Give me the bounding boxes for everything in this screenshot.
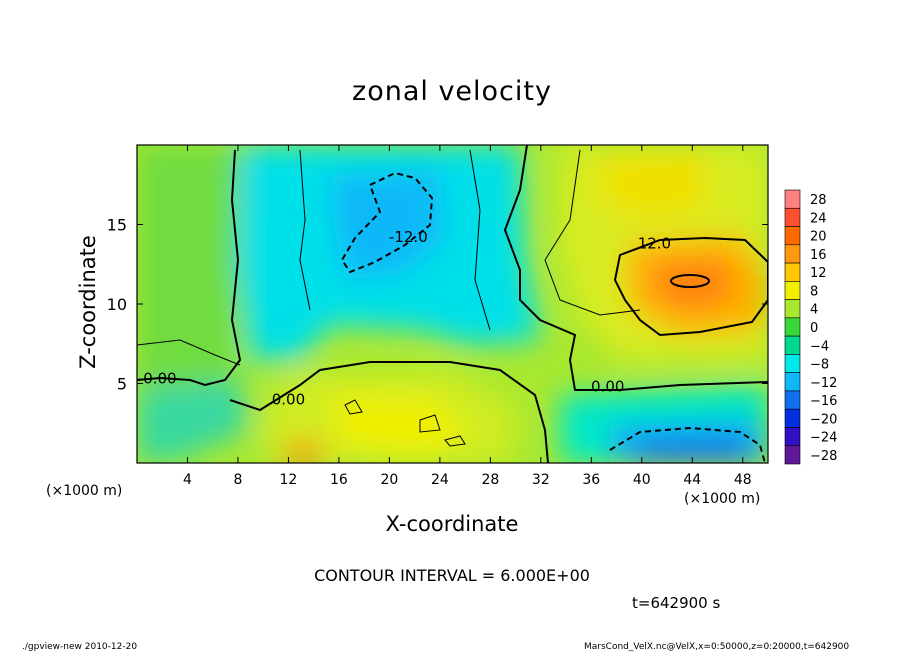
colorbar-swatch — [784, 408, 801, 428]
colorbar-label: 24 — [810, 211, 827, 226]
x-tick-label: 16 — [330, 472, 348, 488]
colorbar-swatch — [784, 299, 801, 319]
colorbar-label: −8 — [810, 358, 829, 373]
y-axis: 5 10 15 — [107, 216, 768, 394]
y-tick-label: 15 — [107, 216, 127, 235]
contour-label: -0.00 — [138, 370, 177, 388]
x-tick-label: 8 — [233, 472, 242, 488]
x-tick-label: 32 — [532, 472, 550, 488]
x-axis-label: X-coordinate — [385, 512, 519, 536]
x-axis: 4 8 12 16 20 24 28 32 36 40 44 48 — [183, 145, 752, 488]
chart-title: zonal velocity — [352, 76, 552, 107]
contour-label: 12.0 — [638, 235, 671, 253]
colorbar-swatch — [784, 244, 801, 264]
contour-labels: -0.00 0.00 -12.0 12.0 0.00 — [138, 228, 671, 408]
contour-interval: CONTOUR INTERVAL = 6.000E+00 — [314, 566, 590, 585]
x-tick-label: 48 — [734, 472, 752, 488]
colorbar-label: −4 — [810, 339, 829, 354]
colorbar-swatch — [784, 445, 801, 465]
colorbar-swatch — [784, 354, 801, 373]
colorbar-swatch — [784, 335, 801, 355]
colorbar-swatch — [784, 427, 801, 447]
negative-contours — [340, 171, 766, 463]
colorbar-label: −24 — [810, 431, 837, 446]
x-unit-right: (×1000 m) — [684, 491, 761, 507]
colorbar-swatch — [784, 189, 801, 209]
x-tick-label: 36 — [582, 472, 600, 488]
x-tick-label: 40 — [633, 472, 651, 488]
x-tick-label: 28 — [481, 472, 499, 488]
zero-contours — [137, 145, 768, 463]
y-tick-label: 10 — [107, 295, 127, 314]
colorbar-swatch — [784, 281, 801, 300]
colorbar-label: −16 — [810, 394, 837, 409]
y-axis-label: Z-coordinate — [76, 235, 100, 369]
x-tick-label: 12 — [280, 472, 298, 488]
colorbar-label: 16 — [810, 248, 827, 263]
footer-right: MarsCond_VelX.nc@VelX,x=0:50000,z=0:2000… — [584, 642, 850, 652]
colorbar-label: 4 — [810, 303, 818, 318]
twelve-contour — [613, 236, 768, 337]
colorbar-swatch — [784, 390, 801, 410]
velocity-field: -0.00 0.00 -12.0 12.0 0.00 — [137, 145, 768, 463]
colorbar-swatch — [784, 262, 801, 282]
colorbar: 28 24 20 16 12 8 4 0 −4 −8 −12 −16 −20 −24 −28 — [784, 189, 837, 465]
colorbar-label: −28 — [810, 449, 837, 464]
contour-label: 0.00 — [591, 378, 624, 396]
contour-label: 0.00 — [272, 390, 305, 408]
footer-left: ./gpview-new 2010-12-20 — [22, 642, 138, 652]
y-tick-label: 5 — [117, 375, 127, 394]
x-tick-label: 44 — [683, 472, 701, 488]
time-stamp: t=642900 s — [632, 594, 721, 612]
colorbar-label: 8 — [810, 284, 818, 299]
colorbar-label: −20 — [810, 412, 837, 427]
x-tick-label: 24 — [431, 472, 449, 488]
minor-contours — [137, 149, 641, 447]
colorbar-label: 0 — [810, 321, 818, 336]
colorbar-label: 28 — [810, 193, 827, 208]
colorbar-swatch — [784, 207, 801, 227]
colorbar-label: 12 — [810, 266, 827, 281]
x-tick-label: 20 — [380, 472, 398, 488]
colorbar-swatch — [784, 317, 801, 337]
colorbar-swatch — [784, 226, 801, 246]
contour-label: -12.0 — [389, 228, 428, 246]
colorbar-label: 20 — [810, 230, 827, 245]
colorbar-swatch — [784, 372, 801, 392]
x-tick-label: 4 — [183, 472, 192, 488]
colorbar-label: −12 — [810, 376, 837, 391]
x-unit-left: (×1000 m) — [46, 483, 123, 499]
